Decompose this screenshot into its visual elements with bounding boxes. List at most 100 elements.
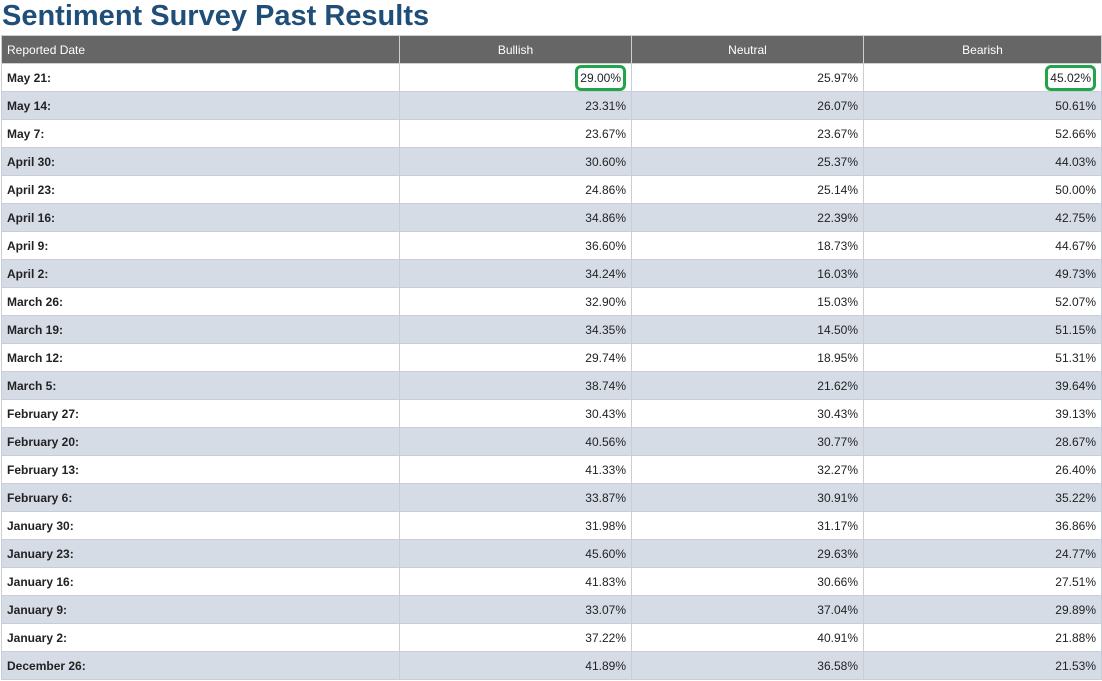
reported-date-cell: April 2: [1,259,400,288]
bullish-cell: 41.89% [399,651,632,680]
reported-date-cell: April 30: [1,147,400,176]
neutral-cell: 31.17% [631,511,864,540]
neutral-cell: 21.62% [631,371,864,400]
neutral-cell: 25.37% [631,147,864,176]
reported-date-cell: March 5: [1,371,400,400]
table-row: February 6: 33.87% 30.91% 35.22% [1,483,1102,512]
neutral-cell: 18.73% [631,231,864,260]
neutral-cell: 26.07% [631,91,864,120]
bearish-cell: 39.64% [863,371,1102,400]
reported-date-cell: March 26: [1,287,400,316]
table-row: January 9: 33.07% 37.04% 29.89% [1,595,1102,624]
reported-date-cell: February 13: [1,455,400,484]
bullish-cell: 34.86% [399,203,632,232]
column-header-bullish: Bullish [399,35,632,64]
bearish-cell: 39.13% [863,399,1102,428]
reported-date-cell: March 19: [1,315,400,344]
table-row: January 16: 41.83% 30.66% 27.51% [1,567,1102,596]
table-row: February 13: 41.33% 32.27% 26.40% [1,455,1102,484]
reported-date-cell: December 26: [1,651,400,680]
reported-date-cell: January 16: [1,567,400,596]
neutral-cell: 32.27% [631,455,864,484]
neutral-cell: 30.66% [631,567,864,596]
reported-date-cell: May 7: [1,119,400,148]
highlighted-bullish-value: 29.00% [575,64,626,91]
bullish-cell: 41.83% [399,567,632,596]
table-row: February 27: 30.43% 30.43% 39.13% [1,399,1102,428]
reported-date-cell: January 2: [1,623,400,652]
reported-date-cell: March 12: [1,343,400,372]
table-row: May 14: 23.31% 26.07% 50.61% [1,91,1102,120]
bearish-cell: 52.07% [863,287,1102,316]
bullish-cell: 41.33% [399,455,632,484]
bearish-cell: 51.31% [863,343,1102,372]
neutral-cell: 25.14% [631,175,864,204]
bearish-cell: 44.67% [863,231,1102,260]
table-row: January 30: 31.98% 31.17% 36.86% [1,511,1102,540]
table-row: March 19: 34.35% 14.50% 51.15% [1,315,1102,344]
reported-date-cell: May 21: [1,63,400,92]
bearish-cell: 45.02% [863,63,1102,92]
bearish-cell: 26.40% [863,455,1102,484]
table-row: March 26: 32.90% 15.03% 52.07% [1,287,1102,316]
table-row: May 7: 23.67% 23.67% 52.66% [1,119,1102,148]
table-row: April 16: 34.86% 22.39% 42.75% [1,203,1102,232]
neutral-cell: 15.03% [631,287,864,316]
neutral-cell: 30.77% [631,427,864,456]
bearish-cell: 50.00% [863,175,1102,204]
bearish-cell: 50.61% [863,91,1102,120]
table-row: April 9: 36.60% 18.73% 44.67% [1,231,1102,260]
bullish-cell: 33.87% [399,483,632,512]
bullish-cell: 36.60% [399,231,632,260]
bullish-cell: 38.74% [399,371,632,400]
neutral-cell: 30.91% [631,483,864,512]
bearish-cell: 44.03% [863,147,1102,176]
bearish-cell: 52.66% [863,119,1102,148]
neutral-cell: 36.58% [631,651,864,680]
neutral-cell: 37.04% [631,595,864,624]
table-row: April 2: 34.24% 16.03% 49.73% [1,259,1102,288]
column-header-reported-date: Reported Date [1,35,400,64]
bearish-cell: 36.86% [863,511,1102,540]
bullish-cell: 31.98% [399,511,632,540]
neutral-cell: 14.50% [631,315,864,344]
bearish-cell: 49.73% [863,259,1102,288]
reported-date-cell: January 23: [1,539,400,568]
bullish-cell: 30.60% [399,147,632,176]
reported-date-cell: April 16: [1,203,400,232]
table-row: March 5: 38.74% 21.62% 39.64% [1,371,1102,400]
bearish-cell: 35.22% [863,483,1102,512]
bearish-cell: 51.15% [863,315,1102,344]
bearish-cell: 24.77% [863,539,1102,568]
neutral-cell: 22.39% [631,203,864,232]
neutral-cell: 30.43% [631,399,864,428]
bullish-cell: 34.35% [399,315,632,344]
table-row: January 2: 37.22% 40.91% 21.88% [1,623,1102,652]
table-row: May 21: 29.00% 25.97% 45.02% [1,63,1102,92]
bullish-cell: 29.00% [399,63,632,92]
table-header-row: Reported Date Bullish Neutral Bearish [1,35,1102,64]
reported-date-cell: April 23: [1,175,400,204]
reported-date-cell: February 6: [1,483,400,512]
sentiment-results-table: Reported Date Bullish Neutral Bearish Ma… [1,35,1102,680]
reported-date-cell: May 14: [1,91,400,120]
column-header-bearish: Bearish [863,35,1102,64]
bullish-cell: 33.07% [399,595,632,624]
neutral-cell: 23.67% [631,119,864,148]
table-row: April 23: 24.86% 25.14% 50.00% [1,175,1102,204]
table-row: April 30: 30.60% 25.37% 44.03% [1,147,1102,176]
reported-date-cell: April 9: [1,231,400,260]
reported-date-cell: January 9: [1,595,400,624]
bullish-cell: 37.22% [399,623,632,652]
reported-date-cell: February 27: [1,399,400,428]
neutral-cell: 18.95% [631,343,864,372]
bullish-cell: 30.43% [399,399,632,428]
bullish-cell: 40.56% [399,427,632,456]
page-title: Sentiment Survey Past Results [2,0,430,32]
bearish-cell: 27.51% [863,567,1102,596]
bullish-cell: 32.90% [399,287,632,316]
reported-date-cell: January 30: [1,511,400,540]
bullish-cell: 24.86% [399,175,632,204]
bearish-cell: 28.67% [863,427,1102,456]
bullish-cell: 29.74% [399,343,632,372]
